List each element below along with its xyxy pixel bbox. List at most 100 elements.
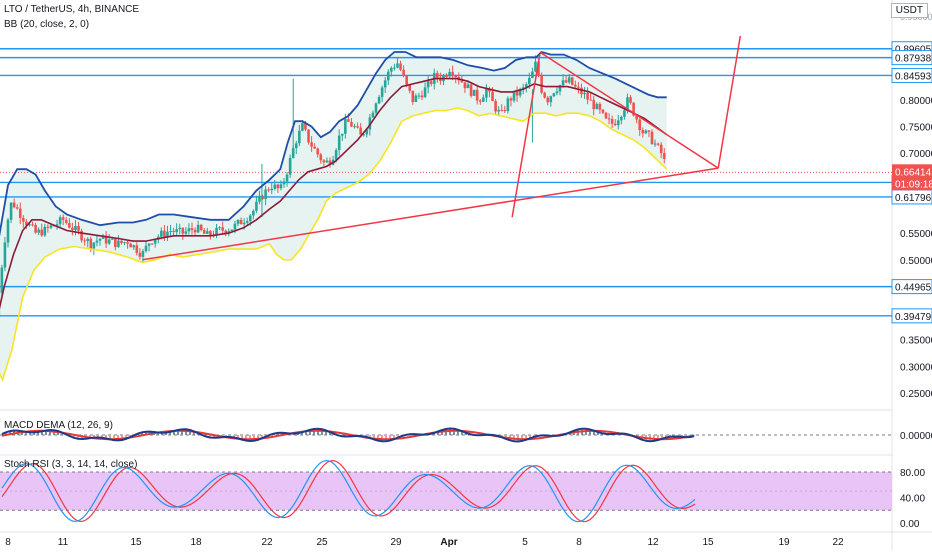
candle-body bbox=[240, 220, 243, 224]
candle-body bbox=[436, 73, 439, 78]
candle-body bbox=[252, 211, 255, 216]
candle-body bbox=[234, 224, 237, 230]
candle-body bbox=[10, 203, 13, 220]
time-tick-label: 18 bbox=[190, 537, 202, 548]
candle-body bbox=[160, 231, 163, 237]
candle-body bbox=[396, 63, 399, 67]
candle-body bbox=[451, 72, 454, 76]
candle-body bbox=[59, 217, 62, 224]
time-tick-label: 15 bbox=[130, 537, 142, 548]
candle-body bbox=[246, 221, 249, 223]
candle-body bbox=[4, 243, 7, 268]
candle-body bbox=[482, 98, 485, 102]
candle-body bbox=[660, 145, 663, 153]
candle-body bbox=[270, 189, 273, 190]
candle-body bbox=[540, 75, 543, 93]
candle-body bbox=[562, 80, 565, 85]
candle-body bbox=[614, 124, 617, 125]
candle-body bbox=[185, 231, 188, 233]
symbol-legend[interactable]: LTO / TetherUS, 4h, BINANCE bbox=[4, 4, 139, 15]
candle-body bbox=[243, 223, 246, 224]
macd-legend[interactable]: MACD DEMA (12, 26, 9) bbox=[4, 420, 113, 431]
macd-zero-label: 0.00000 bbox=[900, 431, 932, 442]
candle-body bbox=[611, 119, 614, 124]
currency-label[interactable]: USDT bbox=[891, 3, 928, 18]
candle-body bbox=[427, 81, 430, 87]
candle-body bbox=[188, 228, 191, 231]
stoch-legend[interactable]: Stoch RSI (3, 3, 14, 14, close) bbox=[4, 459, 137, 470]
candle-body bbox=[40, 230, 43, 236]
candle-body bbox=[620, 117, 623, 120]
candle-body bbox=[16, 207, 19, 208]
candle-body bbox=[148, 244, 151, 246]
candle-body bbox=[1, 268, 4, 293]
candle-body bbox=[384, 80, 387, 87]
candle-body bbox=[182, 228, 185, 234]
candle-body bbox=[142, 251, 145, 257]
candle-body bbox=[47, 227, 50, 228]
candle-body bbox=[197, 225, 200, 232]
candle-body bbox=[507, 98, 510, 111]
candle-body bbox=[479, 101, 482, 102]
candle-body bbox=[528, 78, 531, 84]
candle-body bbox=[237, 220, 240, 224]
candle-body bbox=[556, 91, 559, 93]
candle-body bbox=[341, 134, 344, 136]
candle-body bbox=[586, 93, 589, 100]
candle-body bbox=[648, 131, 651, 132]
time-tick-label: 8 bbox=[576, 537, 582, 548]
price-tick-label: 0.25000 bbox=[900, 389, 932, 400]
candle-body bbox=[34, 225, 37, 233]
candle-body bbox=[145, 246, 148, 251]
candle-body bbox=[359, 128, 362, 135]
candle-body bbox=[307, 130, 310, 143]
candle-body bbox=[154, 240, 157, 244]
candle-body bbox=[117, 241, 120, 247]
candle-body bbox=[289, 158, 292, 175]
candle-body bbox=[516, 92, 519, 96]
bb-legend[interactable]: BB (20, close, 2, 0) bbox=[4, 19, 89, 30]
candle-body bbox=[375, 103, 378, 112]
candle-body bbox=[445, 76, 448, 77]
candle-body bbox=[86, 239, 89, 241]
candle-body bbox=[99, 239, 102, 241]
candle-body bbox=[68, 223, 71, 228]
candle-body bbox=[476, 90, 479, 101]
time-tick-label: 12 bbox=[647, 537, 659, 548]
macd-title: MACD DEMA (12, 26, 9) bbox=[4, 420, 113, 431]
candle-body bbox=[298, 131, 301, 144]
bb-fill-area bbox=[0, 52, 667, 380]
candle-body bbox=[657, 144, 660, 145]
stoch-tick-label: 80.00 bbox=[900, 468, 925, 479]
candle-body bbox=[504, 110, 507, 111]
candle-body bbox=[323, 160, 326, 162]
candle-body bbox=[74, 226, 77, 230]
candle-body bbox=[274, 185, 277, 189]
candle-body bbox=[264, 189, 267, 199]
candle-body bbox=[553, 93, 556, 96]
symbol-line: LTO / TetherUS, 4h, BINANCE bbox=[4, 4, 139, 15]
candle-body bbox=[654, 144, 657, 145]
candle-body bbox=[663, 153, 666, 159]
time-tick-label: 29 bbox=[390, 537, 402, 548]
candle-body bbox=[151, 244, 154, 245]
candle-body bbox=[393, 68, 396, 69]
candle-body bbox=[402, 70, 405, 76]
candle-body bbox=[470, 84, 473, 95]
candle-body bbox=[231, 230, 234, 231]
candle-body bbox=[169, 231, 172, 232]
candle-body bbox=[574, 85, 577, 87]
candle-body bbox=[617, 120, 620, 125]
time-tick-label: 25 bbox=[316, 537, 328, 548]
candle-body bbox=[464, 82, 467, 88]
current-price-label: 0.66414 bbox=[895, 167, 932, 178]
candle-body bbox=[372, 113, 375, 118]
candle-body bbox=[194, 230, 197, 232]
candle-body bbox=[338, 136, 341, 150]
candle-body bbox=[592, 100, 595, 109]
